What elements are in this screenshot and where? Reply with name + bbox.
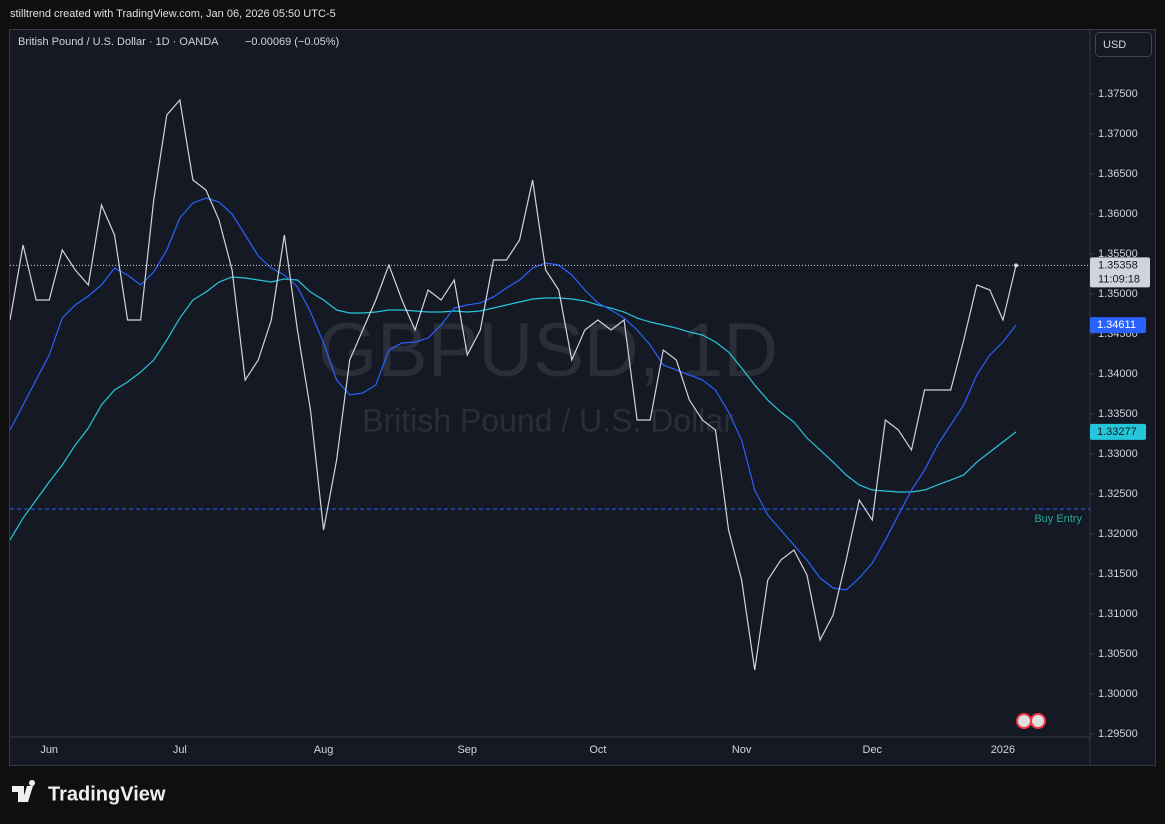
- last-price-box: [1090, 257, 1150, 288]
- chart-title: British Pound / U.S. Dollar · 1D · OANDA: [18, 36, 219, 48]
- last-price-label: 1.35358: [1098, 259, 1138, 271]
- logo-text: TradingView: [48, 783, 166, 805]
- flags: [1016, 713, 1046, 729]
- price-change: −0.00069 (−0.05%): [245, 36, 339, 48]
- y-tick-label: 1.31500: [1098, 568, 1138, 580]
- plot: [10, 98, 1090, 671]
- y-tick-label: 1.32500: [1098, 488, 1138, 500]
- y-tick-label: 1.31000: [1098, 608, 1138, 620]
- axes: 1.29500 1.30000 1.30500 1.31000 1.31500 1.320…: [40, 88, 1150, 756]
- y-tick-label: 1.33000: [1098, 448, 1138, 460]
- currency-button[interactable]: [1095, 32, 1152, 57]
- watermark-description: British Pound / U.S. Dollar: [362, 402, 734, 438]
- y-tick-label: 1.29500: [1098, 728, 1138, 740]
- y-tick-label: 1.33500: [1098, 408, 1138, 420]
- y-tick-label: 1.30000: [1098, 688, 1138, 700]
- attribution: stilltrend created with TradingView.com,…: [10, 8, 336, 20]
- x-tick-label: Aug: [314, 744, 334, 756]
- x-tick-label: Oct: [589, 744, 606, 756]
- y-tick-label: 1.35500: [1098, 248, 1138, 260]
- countdown-label: 11:09:18: [1098, 273, 1140, 285]
- ma-price-label: 1.33277: [1097, 426, 1137, 438]
- x-tick-label: Dec: [863, 744, 883, 756]
- currency-label[interactable]: USD: [1103, 39, 1126, 51]
- series-line: [10, 98, 1017, 671]
- y-tick-label: 1.37000: [1098, 128, 1138, 140]
- ma-price-label: 1.34611: [1097, 319, 1136, 331]
- series-line: [10, 197, 1017, 591]
- watermark-symbol: GBPUSD, 1D: [318, 308, 778, 393]
- brand: TradingView: [12, 779, 166, 805]
- y-tick-label: 1.32000: [1098, 528, 1138, 540]
- ma-price-box: [1090, 317, 1146, 334]
- chart-panel: [9, 29, 1156, 766]
- x-tick-label: Nov: [732, 744, 752, 756]
- buy-entry-label: Buy Entry: [1034, 513, 1082, 525]
- ma-price-box: [1090, 423, 1146, 440]
- y-tick-label: 1.37500: [1098, 88, 1138, 100]
- y-tick-label: 1.34000: [1098, 368, 1138, 380]
- y-tick-label: 1.36500: [1098, 168, 1138, 180]
- logo-mark: [12, 779, 36, 802]
- x-tick-label: 2026: [991, 744, 1015, 756]
- x-tick-label: Jun: [40, 744, 58, 756]
- y-tick-label: 1.30500: [1098, 648, 1138, 660]
- y-tick-label: 1.36000: [1098, 208, 1138, 220]
- y-tick-label: 1.35000: [1098, 288, 1138, 300]
- x-tick-label: Sep: [457, 744, 477, 756]
- series-line: [10, 276, 1017, 541]
- x-tick-label: Jul: [173, 744, 187, 756]
- last-price-dot: [1014, 263, 1018, 268]
